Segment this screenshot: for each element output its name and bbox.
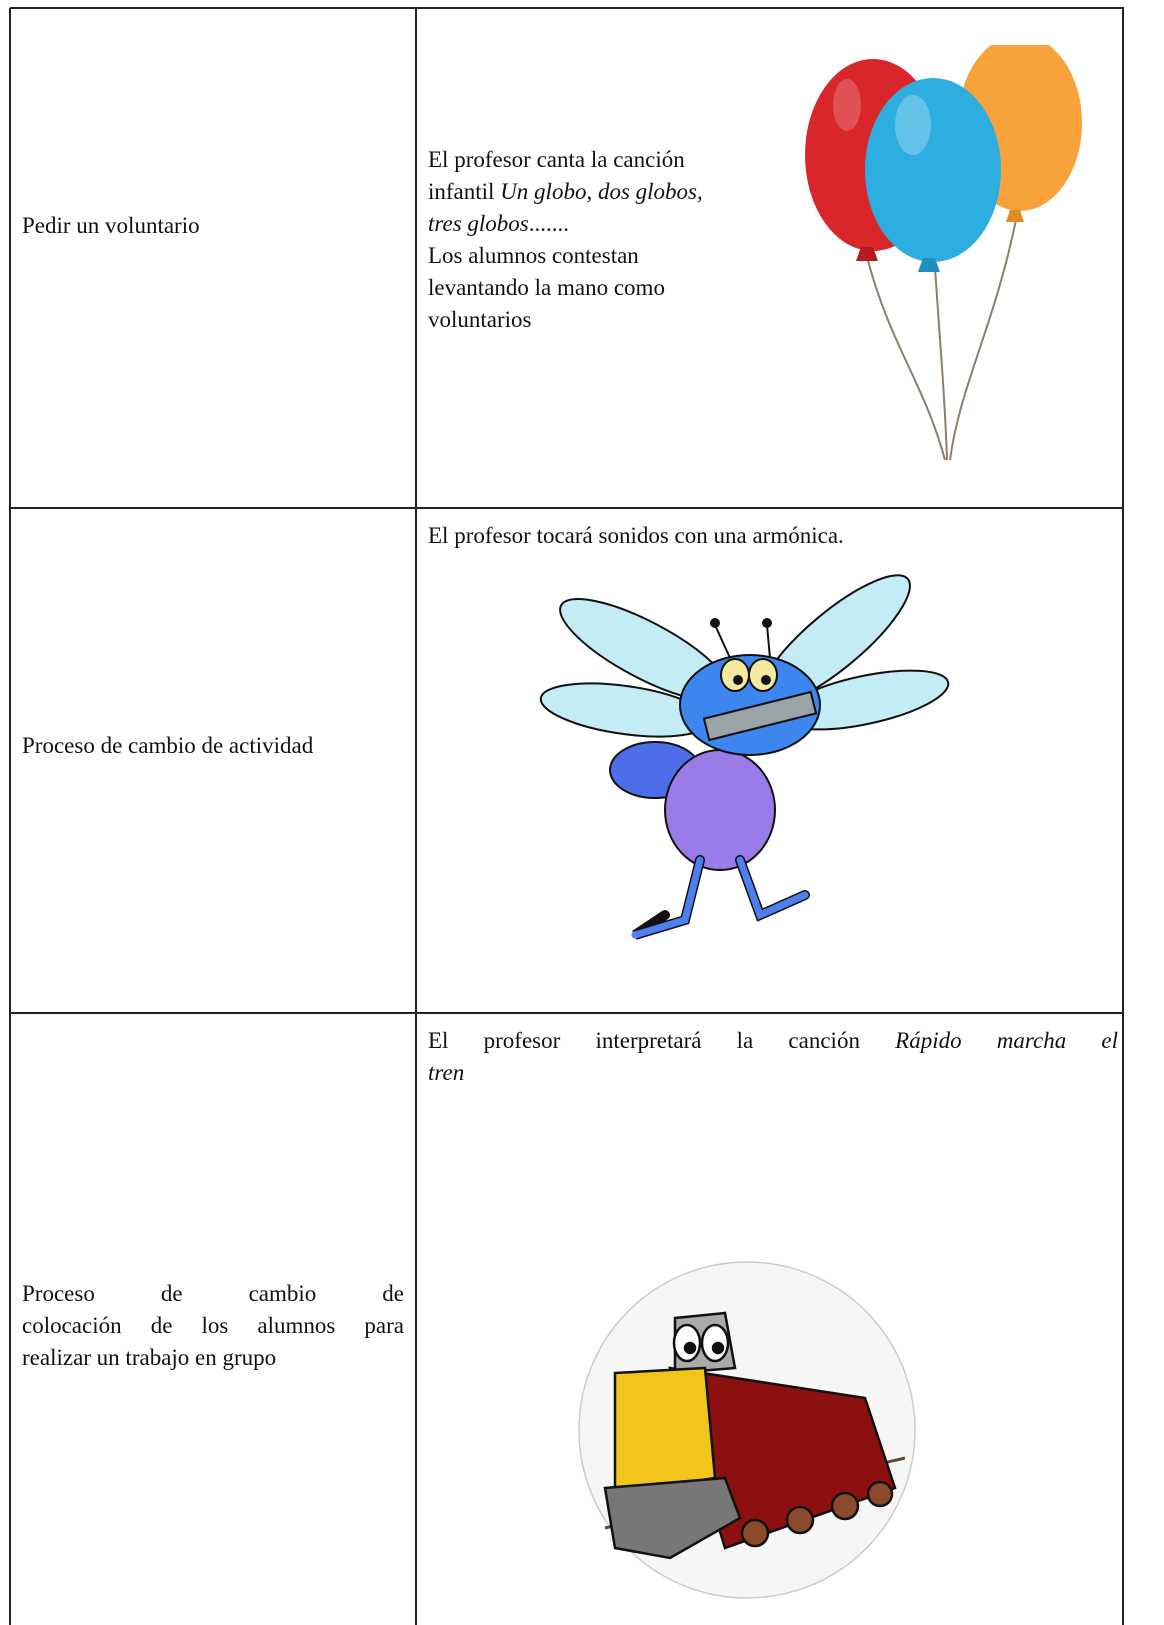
table-border xyxy=(1122,8,1124,1625)
train-image xyxy=(578,1261,916,1599)
text: colocación de los alumnos para xyxy=(22,1313,404,1338)
dragonfly-image xyxy=(539,574,950,940)
row-description: El profesor interpretará la canción Rápi… xyxy=(428,1025,1118,1089)
row-description: El profesor tocará sonidos con una armón… xyxy=(428,520,844,552)
text: El profesor tocará sonidos con una armón… xyxy=(428,523,844,548)
row-label: Proceso de cambio de actividad xyxy=(22,730,313,762)
text: ....... xyxy=(528,211,569,236)
italic-text: Un globo, dos globos, xyxy=(500,179,703,204)
row-label: Pedir un voluntario xyxy=(22,210,200,242)
text: El profesor interpretará la canción xyxy=(428,1028,860,1053)
table-border xyxy=(10,7,1124,9)
balloons-image xyxy=(805,45,1082,461)
italic-text: Rápido marcha el xyxy=(895,1028,1118,1053)
text: voluntarios xyxy=(428,307,532,332)
italic-text: tres globos xyxy=(428,211,529,236)
text: Proceso de cambio de xyxy=(22,1281,404,1306)
text: levantando la mano como xyxy=(428,275,665,300)
row-description: El profesor canta la canción infantil Un… xyxy=(428,144,798,336)
italic-text: tren xyxy=(428,1060,465,1085)
text: El profesor canta la canción xyxy=(428,147,685,172)
table-border xyxy=(9,8,11,1625)
text: infantil xyxy=(428,179,495,204)
table-border xyxy=(415,8,417,1625)
table-border xyxy=(10,1012,1124,1014)
text: realizar un trabajo en grupo xyxy=(22,1345,277,1370)
text: Proceso de cambio de actividad xyxy=(22,733,314,758)
text: Pedir un voluntario xyxy=(22,213,200,238)
text-line: El profesor interpretará la canción Rápi… xyxy=(428,1025,1118,1057)
table-border xyxy=(10,507,1124,509)
row-label: Proceso de cambio de colocación de los a… xyxy=(22,1278,404,1374)
text: Los alumnos contestan xyxy=(428,243,639,268)
